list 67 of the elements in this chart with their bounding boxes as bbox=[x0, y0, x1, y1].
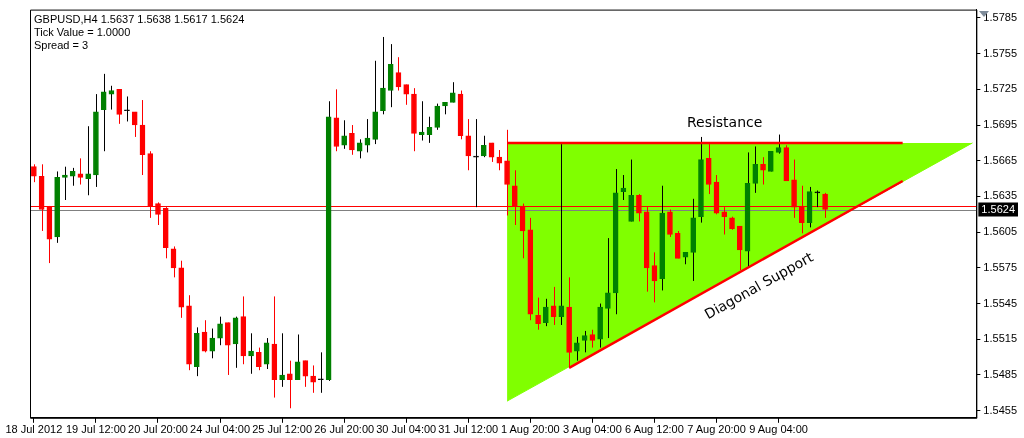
candlestick bbox=[674, 230, 681, 259]
candlestick bbox=[496, 149, 503, 171]
candlestick bbox=[209, 328, 216, 359]
y-tick-label: 1.5545 bbox=[983, 296, 1018, 309]
candlestick bbox=[349, 124, 355, 156]
candlestick bbox=[256, 347, 262, 371]
candlestick bbox=[380, 36, 386, 115]
x-tick-label: 3 Aug 04:00 bbox=[563, 423, 622, 436]
candlestick bbox=[574, 336, 580, 362]
annotation: Spread = 3 bbox=[34, 38, 90, 51]
candlestick bbox=[279, 332, 285, 388]
ref-line-label: 1.5624 bbox=[981, 203, 1016, 216]
candlestick bbox=[131, 111, 138, 138]
candlestick bbox=[667, 209, 673, 238]
x-tick-label: 19 Jul 12:00 bbox=[65, 423, 126, 436]
candlestick bbox=[356, 138, 363, 159]
candlestick bbox=[752, 145, 759, 194]
y-tick-label: 1.5455 bbox=[983, 403, 1018, 416]
candlestick bbox=[116, 88, 123, 125]
chart-title: GBPUSD,H4 1.5637 1.5638 1.5617 1.5624 bbox=[34, 12, 245, 25]
x-tick-label: 20 Jul 20:00 bbox=[128, 423, 188, 436]
y-tick-label: 1.5635 bbox=[983, 189, 1018, 202]
x-tick-label: 7 Aug 20:00 bbox=[687, 423, 746, 436]
x-tick-label: 30 Jul 04:00 bbox=[376, 423, 437, 436]
candlestick bbox=[341, 119, 347, 150]
candlestick bbox=[310, 364, 316, 394]
y-tick-label: 1.5725 bbox=[983, 82, 1018, 95]
candlestick bbox=[465, 118, 472, 171]
x-tick-label: 1 Aug 20:00 bbox=[500, 423, 560, 436]
candlestick bbox=[581, 330, 588, 353]
candlestick bbox=[85, 125, 92, 196]
x-tick-label: 24 Jul 04:00 bbox=[190, 423, 251, 436]
candlestick bbox=[543, 298, 549, 327]
candlestick bbox=[318, 351, 324, 394]
y-tick-label: 1.5605 bbox=[983, 225, 1018, 238]
x-tick-label: 31 Jul 12:00 bbox=[438, 423, 499, 436]
y-tick-label: 1.5695 bbox=[983, 118, 1018, 131]
candlestick bbox=[480, 135, 487, 158]
candlestick bbox=[287, 360, 293, 409]
candlestick bbox=[473, 118, 479, 208]
candlestick bbox=[224, 322, 231, 376]
candlestick bbox=[434, 103, 441, 131]
candlestick bbox=[100, 73, 107, 152]
candlestick bbox=[535, 297, 541, 331]
candlestick bbox=[760, 156, 766, 186]
candlestick bbox=[775, 134, 782, 155]
annotation: Tick Value = 1.0000 bbox=[34, 25, 132, 38]
x-tick-label: 25 Jul 12:00 bbox=[252, 423, 313, 436]
y-tick-label: 1.5755 bbox=[983, 46, 1018, 59]
y-tick-label: 1.5485 bbox=[983, 367, 1018, 380]
candlestick bbox=[814, 189, 821, 208]
candlestick bbox=[736, 225, 743, 271]
candlestick bbox=[217, 316, 223, 346]
x-tick-label: 26 Jul 20:00 bbox=[314, 423, 375, 436]
candlestick bbox=[62, 166, 68, 201]
x-tick-label: 9 Aug 04:00 bbox=[749, 423, 808, 436]
y-tick-label: 1.5515 bbox=[983, 332, 1018, 345]
y-tick-label: 1.5575 bbox=[983, 260, 1018, 273]
y-tick-label: 1.5785 bbox=[983, 10, 1018, 23]
candlestick bbox=[248, 332, 254, 375]
y-tick-label: 1.5665 bbox=[983, 153, 1018, 166]
annotation: Resistance bbox=[686, 113, 763, 130]
candlestick bbox=[418, 100, 425, 142]
candlestick bbox=[124, 95, 130, 122]
x-tick-label: 6 Aug 12:00 bbox=[625, 423, 684, 436]
x-tick-label: 18 Jul 2012 bbox=[5, 423, 63, 436]
candlestick bbox=[605, 237, 611, 339]
